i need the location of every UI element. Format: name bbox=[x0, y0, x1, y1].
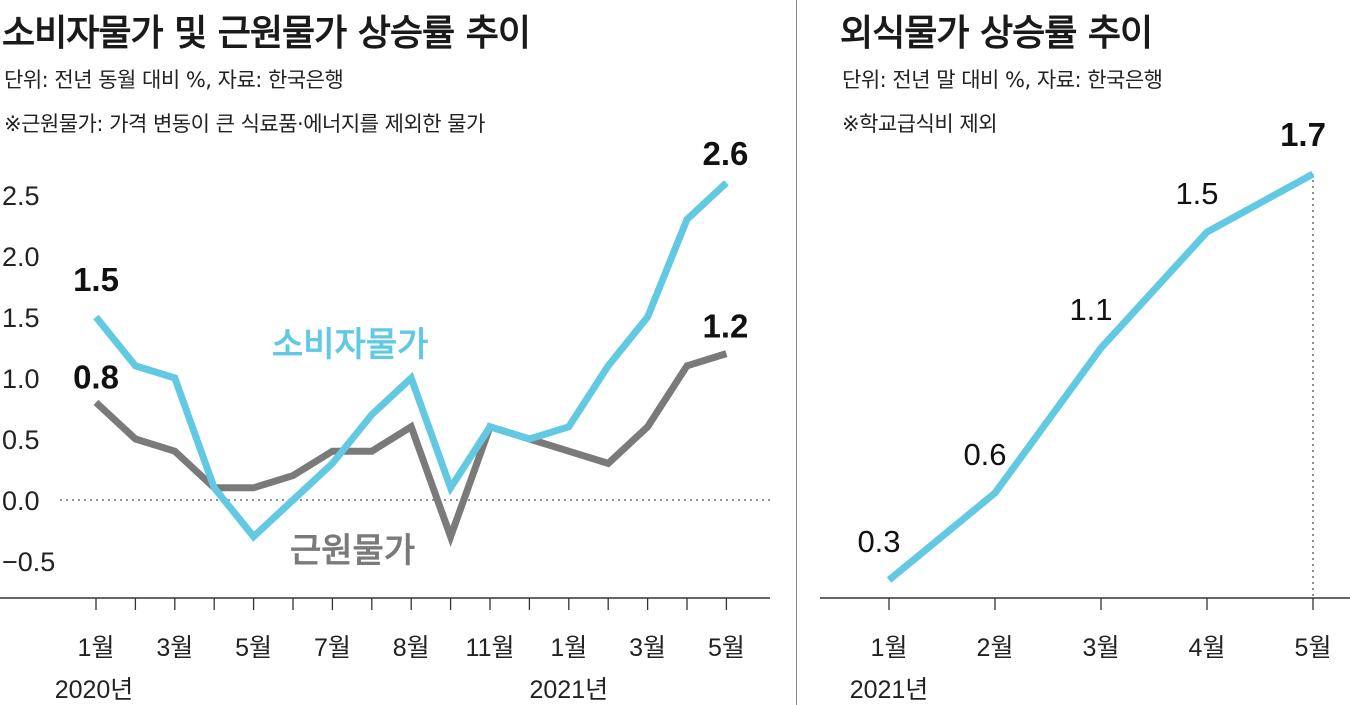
panel-divider bbox=[796, 0, 797, 705]
core-series-line bbox=[93, 350, 728, 547]
x-tick-label: 1월 bbox=[871, 634, 908, 662]
x-tick-label: 1월 bbox=[550, 634, 587, 662]
y-tick-label: −0.5 bbox=[2, 547, 55, 577]
data-label: 2.6 bbox=[703, 135, 749, 172]
data-label: 1.2 bbox=[703, 308, 749, 345]
x-tick-label: 11월 bbox=[466, 634, 515, 662]
data-label: 0.3 bbox=[857, 524, 900, 559]
data-label: 1.7 bbox=[1280, 116, 1326, 153]
x-tick-label: 1월 bbox=[78, 634, 115, 662]
x-tick-label: 8월 bbox=[393, 634, 430, 662]
x-tick-label: 3월 bbox=[1083, 634, 1120, 662]
core-series-label: 근원물가 bbox=[290, 531, 415, 571]
x-tick-label: 2월 bbox=[977, 634, 1014, 662]
year-label: 2020년 bbox=[55, 676, 134, 704]
dining-series-line bbox=[886, 170, 1315, 583]
x-tick-label: 4월 bbox=[1189, 634, 1226, 662]
data-label: 1.5 bbox=[73, 261, 119, 298]
left-definition-note: ※근원물가: 가격 변동이 큰 식료품·에너지를 제외한 물가 bbox=[4, 112, 485, 136]
data-label: 0.6 bbox=[963, 437, 1006, 472]
cpi-series-label: 소비자물가 bbox=[272, 325, 428, 365]
y-tick-label: 0.0 bbox=[2, 486, 40, 516]
right-unit-note: 단위: 전년 말 대비 %, 자료: 한국은행 bbox=[842, 68, 1163, 92]
x-tick-label: 7월 bbox=[314, 634, 351, 662]
y-tick-label: 2.0 bbox=[2, 242, 40, 272]
year-label: 2021년 bbox=[850, 676, 929, 704]
x-tick-label: 5월 bbox=[1295, 634, 1332, 662]
left-chart-title: 소비자물가 및 근원물가 상승률 추이 bbox=[2, 13, 531, 54]
y-tick-label: 2.5 bbox=[2, 181, 40, 211]
left-unit-note: 단위: 전년 동월 대비 %, 자료: 한국은행 bbox=[4, 68, 344, 92]
x-tick-label: 3월 bbox=[629, 634, 666, 662]
data-label: 1.5 bbox=[1175, 176, 1218, 211]
right-exclusion-note: ※학교급식비 제외 bbox=[842, 112, 998, 136]
year-label: 2021년 bbox=[529, 676, 608, 704]
right-chart-title: 외식물가 상승률 추이 bbox=[840, 13, 1153, 54]
x-tick-label: 5월 bbox=[708, 634, 745, 662]
x-tick-label: 5월 bbox=[235, 634, 272, 662]
y-tick-label: 1.0 bbox=[2, 364, 40, 394]
data-label: 0.8 bbox=[73, 358, 119, 395]
y-tick-label: 1.5 bbox=[2, 303, 40, 333]
cpi-series-line bbox=[93, 180, 729, 542]
data-label: 1.1 bbox=[1069, 292, 1112, 327]
x-tick-label: 3월 bbox=[156, 634, 193, 662]
y-tick-label: 0.5 bbox=[2, 425, 40, 455]
